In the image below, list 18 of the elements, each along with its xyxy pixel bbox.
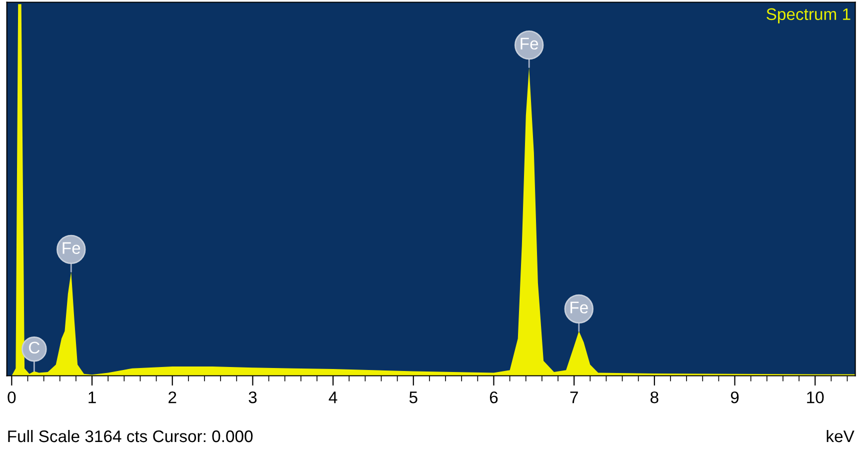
x-axis-title: keV — [826, 430, 854, 442]
annotation: Fe — [62, 242, 80, 254]
annotation: C — [29, 342, 40, 354]
x-tick-label: 10 — [807, 391, 824, 404]
text: Full Scale 3164 cts Cursor: 0.000 — [8, 430, 253, 442]
x-tick-label: 3 — [248, 391, 257, 404]
x-tick-label: 7 — [570, 392, 578, 404]
annotation: Fe — [570, 302, 588, 314]
x-tick-label: 1 — [88, 392, 96, 404]
x-tick-label: 9 — [730, 391, 739, 404]
x-tick-label: 8 — [650, 391, 658, 404]
x-tick-label: 2 — [168, 391, 176, 404]
x-tick-label: 4 — [328, 392, 338, 404]
x-tick-label: 0 — [8, 391, 16, 404]
x-tick-label: 5 — [409, 392, 418, 404]
annotation: Fe — [520, 38, 538, 50]
chart-title: Spectrum 1 — [766, 8, 850, 24]
x-tick-label: 6 — [490, 391, 498, 404]
